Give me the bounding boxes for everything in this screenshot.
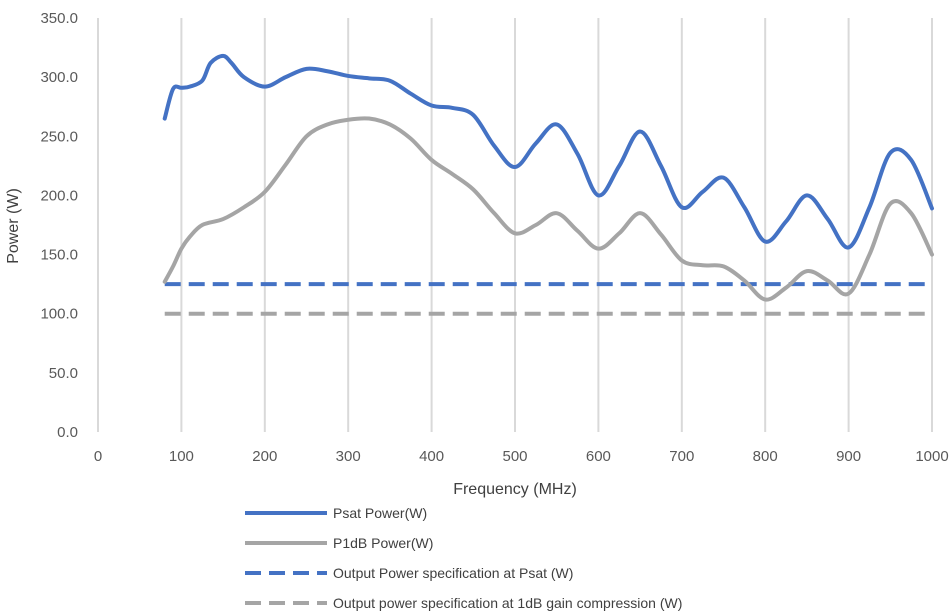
x-tick-label: 300 <box>336 448 361 465</box>
y-tick-label: 150.0 <box>40 247 78 264</box>
x-axis-label: Frequency (MHz) <box>453 481 577 498</box>
y-axis-label: Power (W) <box>5 188 22 264</box>
x-tick-label: 600 <box>586 448 611 465</box>
plot-area <box>162 53 934 316</box>
y-tick-label: 0.0 <box>57 424 78 441</box>
legend: Psat Power(W) P1dB Power(W) Output Power s… <box>245 505 682 611</box>
x-tick-label: 800 <box>753 448 778 465</box>
y-tick-label: 200.0 <box>40 187 78 204</box>
y-tick-label: 250.0 <box>40 128 78 145</box>
y-tick-label: 300.0 <box>40 69 78 86</box>
legend-label-2: Output Power specification at Psat (W) <box>333 565 573 581</box>
x-tick-label: 700 <box>669 448 694 465</box>
legend-label-3: Output power specification at 1dB gain c… <box>333 595 682 611</box>
x-tick-label: 200 <box>252 448 277 465</box>
x-tick-label: 0 <box>94 448 102 465</box>
y-tick-label: 100.0 <box>40 306 78 323</box>
x-tick-label: 400 <box>419 448 444 465</box>
grid-lines <box>97 18 933 432</box>
legend-label-1: P1dB Power(W) <box>333 535 433 551</box>
x-tick-label: 100 <box>169 448 194 465</box>
x-tick-label: 1000 <box>915 448 948 465</box>
x-axis-tick-labels: 0 100 200 300 400 500 600 700 800 900 1000 <box>94 448 949 465</box>
x-tick-label: 900 <box>836 448 861 465</box>
y-axis-tick-labels: 0.0 50.0 100.0 150.0 200.0 250.0 300.0 350.0 <box>40 10 78 441</box>
y-tick-label: 350.0 <box>40 10 78 27</box>
legend-label-0: Psat Power(W) <box>333 505 427 521</box>
series-line-1 <box>162 116 934 302</box>
x-tick-label: 500 <box>502 448 527 465</box>
y-tick-label: 50.0 <box>49 365 78 382</box>
series-line-0 <box>162 53 934 250</box>
